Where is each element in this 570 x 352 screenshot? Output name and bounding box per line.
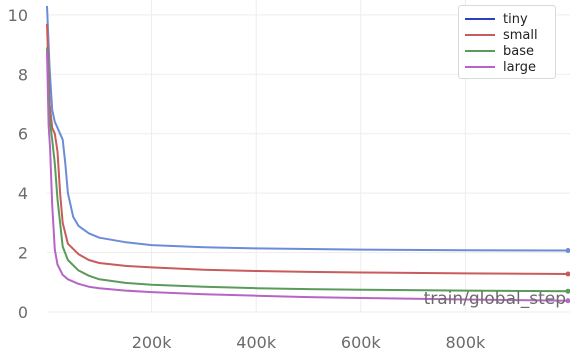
legend-swatch-large [465,66,495,68]
y-tick-label: 8 [18,65,28,84]
series-lines [46,5,570,304]
legend: tiny small base large [458,5,556,79]
y-tick-label: 4 [18,184,28,203]
x-tick-label: 600k [341,333,382,352]
legend-item-small[interactable]: small [465,27,538,43]
legend-swatch-base [465,50,495,52]
x-axis-ticks: 200k 400k 600k 800k [132,333,486,352]
legend-item-large[interactable]: large [465,59,536,75]
y-tick-label: 10 [8,6,28,25]
legend-swatch-small [465,34,495,36]
series-endpoint-tiny [565,247,570,253]
x-tick-label: 400k [236,333,277,352]
series-line-base [46,47,570,293]
legend-label-large: large [503,59,536,75]
y-axis-ticks: 0 2 4 6 8 10 [8,6,28,322]
y-tick-label: 2 [18,244,28,263]
y-tick-label: 6 [18,125,28,144]
series-line-large [46,50,570,302]
legend-label-base: base [503,43,534,59]
series-endpoint-large [565,298,570,304]
x-axis-label: train/global_step [424,289,566,309]
x-tick-label: 200k [132,333,173,352]
series-line-small [46,23,570,275]
legend-label-small: small [503,27,538,43]
series-endpoint-base [565,288,570,294]
grid-lines [47,0,570,313]
legend-label-tiny: tiny [503,11,528,27]
x-tick-label: 800k [445,333,486,352]
legend-item-base[interactable]: base [465,43,534,59]
series-endpoint-small [565,271,570,277]
legend-swatch-tiny [465,18,495,20]
y-tick-label: 0 [18,303,28,322]
series-line-tiny [46,5,570,252]
legend-item-tiny[interactable]: tiny [465,11,528,27]
